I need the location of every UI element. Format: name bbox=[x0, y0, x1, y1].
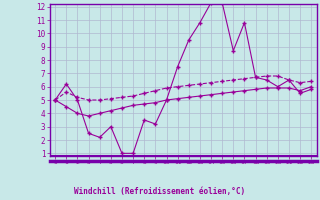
Text: Windchill (Refroidissement éolien,°C): Windchill (Refroidissement éolien,°C) bbox=[75, 187, 245, 196]
